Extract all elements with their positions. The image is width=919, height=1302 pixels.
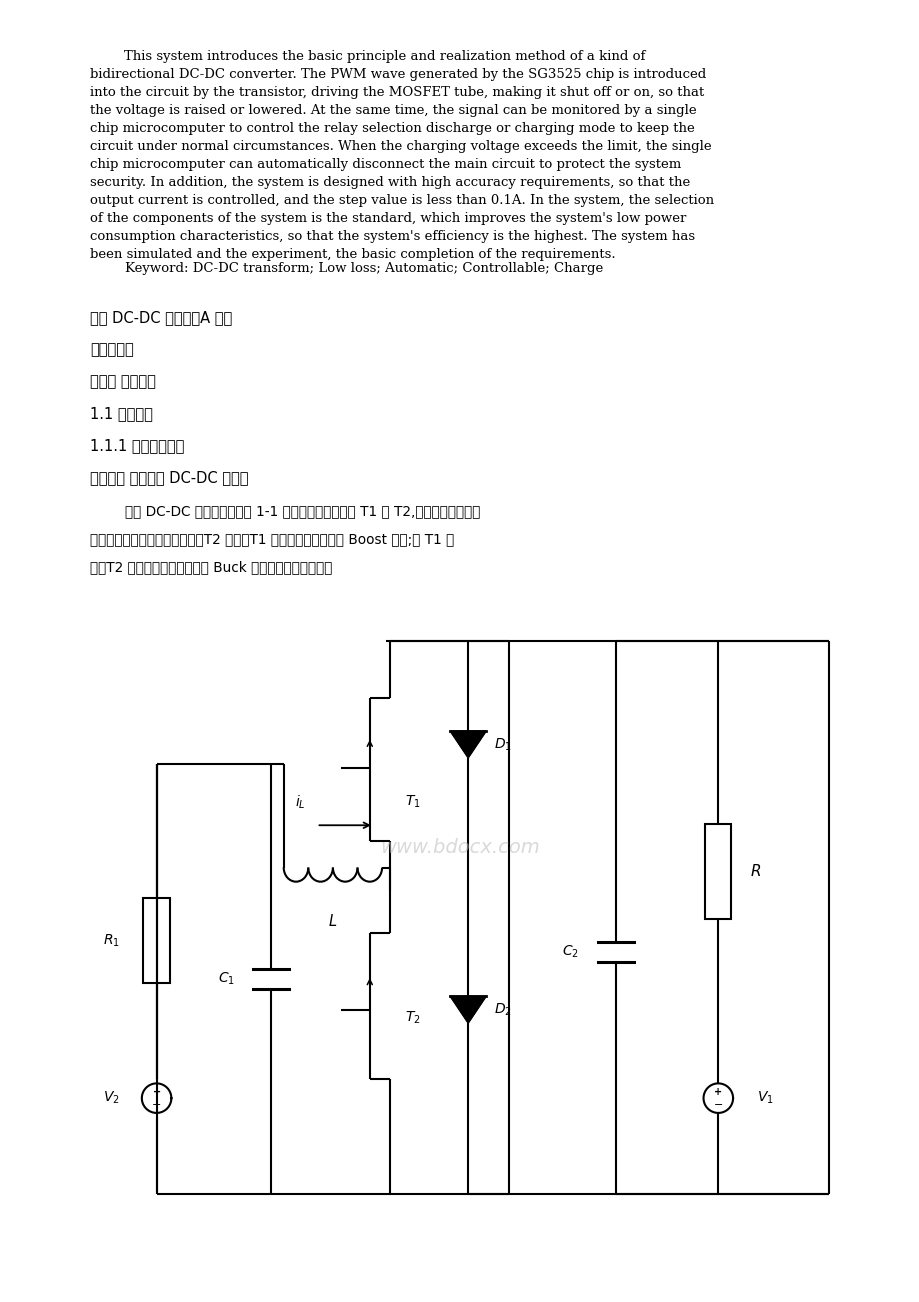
Text: 第一章 方案论证: 第一章 方案论证 — [90, 374, 155, 389]
Polygon shape — [449, 996, 486, 1023]
Text: $D_1$: $D_1$ — [494, 737, 512, 753]
Text: −: − — [713, 1100, 722, 1109]
Text: $V_2$: $V_2$ — [103, 1090, 119, 1107]
Text: $C_1$: $C_1$ — [218, 971, 234, 987]
Text: 方案一： 双向半桥 DC-DC 变换器: 方案一： 双向半桥 DC-DC 变换器 — [90, 470, 248, 486]
Text: 作，T2 截止时，变换器工作在 Buck 状态，实现降压功能。: 作，T2 截止时，变换器工作在 Buck 状态，实现降压功能。 — [90, 560, 332, 574]
Text: Keyword: DC-DC transform; Low loss; Automatic; Controllable; Charge: Keyword: DC-DC transform; Low loss; Auto… — [125, 262, 603, 275]
Text: www.bdocx.com: www.bdocx.com — [380, 838, 539, 857]
Text: $V_1$: $V_1$ — [756, 1090, 774, 1107]
Text: +: + — [153, 1086, 161, 1096]
Text: $T_1$: $T_1$ — [404, 794, 420, 810]
Text: This system introduces the basic principle and realization method of a kind of
b: This system introduces the basic princip… — [90, 49, 713, 260]
Text: 与降压的目的。在升压运行时，T2 动作，T1 截止，变换器工作在 Boost 状态;当 T1 动: 与降压的目的。在升压运行时，T2 动作，T1 截止，变换器工作在 Boost 状… — [90, 533, 454, 546]
Text: $i_L$: $i_L$ — [294, 793, 305, 811]
Text: $L$: $L$ — [328, 913, 337, 930]
Text: 【本科组】: 【本科组】 — [90, 342, 133, 357]
Text: 双向 DC-DC 变换器（A 题）: 双向 DC-DC 变换器（A 题） — [90, 310, 232, 326]
Text: 双向 DC-DC 变换器电路如图 1-1 所示。通过控制开关 T1 和 T2,达到双向直流升压: 双向 DC-DC 变换器电路如图 1-1 所示。通过控制开关 T1 和 T2,达… — [90, 504, 480, 518]
Text: $R_1$: $R_1$ — [103, 932, 119, 949]
Polygon shape — [449, 732, 486, 758]
Bar — [143, 898, 169, 983]
Text: 1.1.1 实验方案选择: 1.1.1 实验方案选择 — [90, 437, 184, 453]
Bar — [705, 824, 731, 919]
Text: $C_2$: $C_2$ — [562, 944, 579, 961]
Text: $R$: $R$ — [749, 863, 760, 879]
Text: −: − — [152, 1100, 161, 1109]
Text: 1.1 论证比较: 1.1 论证比较 — [90, 406, 153, 421]
Text: $T_2$: $T_2$ — [404, 1009, 420, 1026]
Text: +: + — [713, 1086, 721, 1096]
Text: $D_2$: $D_2$ — [494, 1001, 512, 1018]
